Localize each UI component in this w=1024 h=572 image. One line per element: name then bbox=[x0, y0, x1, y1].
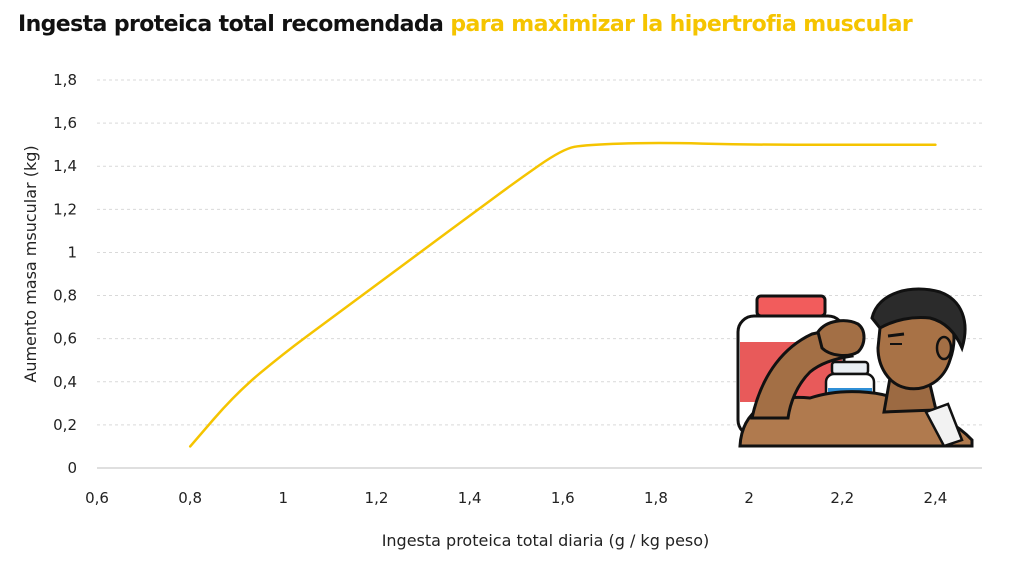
y-tick-labels: 0 0,2 0,4 0,6 0,8 1 1,2 1,4 1,6 1,8 bbox=[53, 71, 77, 477]
x-tick-label: 1,6 bbox=[551, 489, 575, 507]
x-tick-label: 0,6 bbox=[85, 489, 109, 507]
y-axis-title: Aumento masa msucular (kg) bbox=[21, 145, 40, 382]
x-tick-label: 1 bbox=[279, 489, 289, 507]
y-tick-label: 1 bbox=[67, 243, 77, 261]
y-tick-label: 1,4 bbox=[53, 157, 77, 175]
chart-title: Ingesta proteica total recomendada para … bbox=[18, 12, 913, 37]
x-tick-label: 1,8 bbox=[644, 489, 668, 507]
series-line bbox=[188, 141, 937, 448]
x-axis-title: Ingesta proteica total diaria (g / kg pe… bbox=[382, 531, 710, 550]
x-tick-labels: 0,6 0,8 1 1,2 1,4 1,6 1,8 2 2,2 2,4 bbox=[85, 489, 947, 507]
y-tick-label: 0 bbox=[67, 459, 77, 477]
y-tick-label: 1,8 bbox=[53, 71, 77, 89]
x-tick-label: 0,8 bbox=[178, 489, 202, 507]
y-tick-label: 1,2 bbox=[53, 200, 77, 218]
y-tick-label: 0,6 bbox=[53, 330, 77, 348]
man-figure bbox=[738, 287, 974, 448]
title-highlight: para maximizar la hipertrofia muscular bbox=[450, 12, 913, 37]
y-tick-label: 0,2 bbox=[53, 416, 77, 434]
series-group bbox=[188, 141, 937, 448]
x-tick-label: 1,4 bbox=[458, 489, 482, 507]
y-tick-label: 1,6 bbox=[53, 114, 77, 132]
title-main: Ingesta proteica total recomendada bbox=[18, 12, 444, 37]
x-tick-label: 2 bbox=[744, 489, 754, 507]
muscular-man-illustration bbox=[736, 287, 974, 448]
x-tick-label: 2,2 bbox=[830, 489, 854, 507]
y-tick-label: 0,4 bbox=[53, 373, 77, 391]
x-tick-label: 2,4 bbox=[923, 489, 947, 507]
x-tick-label: 1,2 bbox=[365, 489, 389, 507]
y-tick-label: 0,8 bbox=[53, 287, 77, 305]
